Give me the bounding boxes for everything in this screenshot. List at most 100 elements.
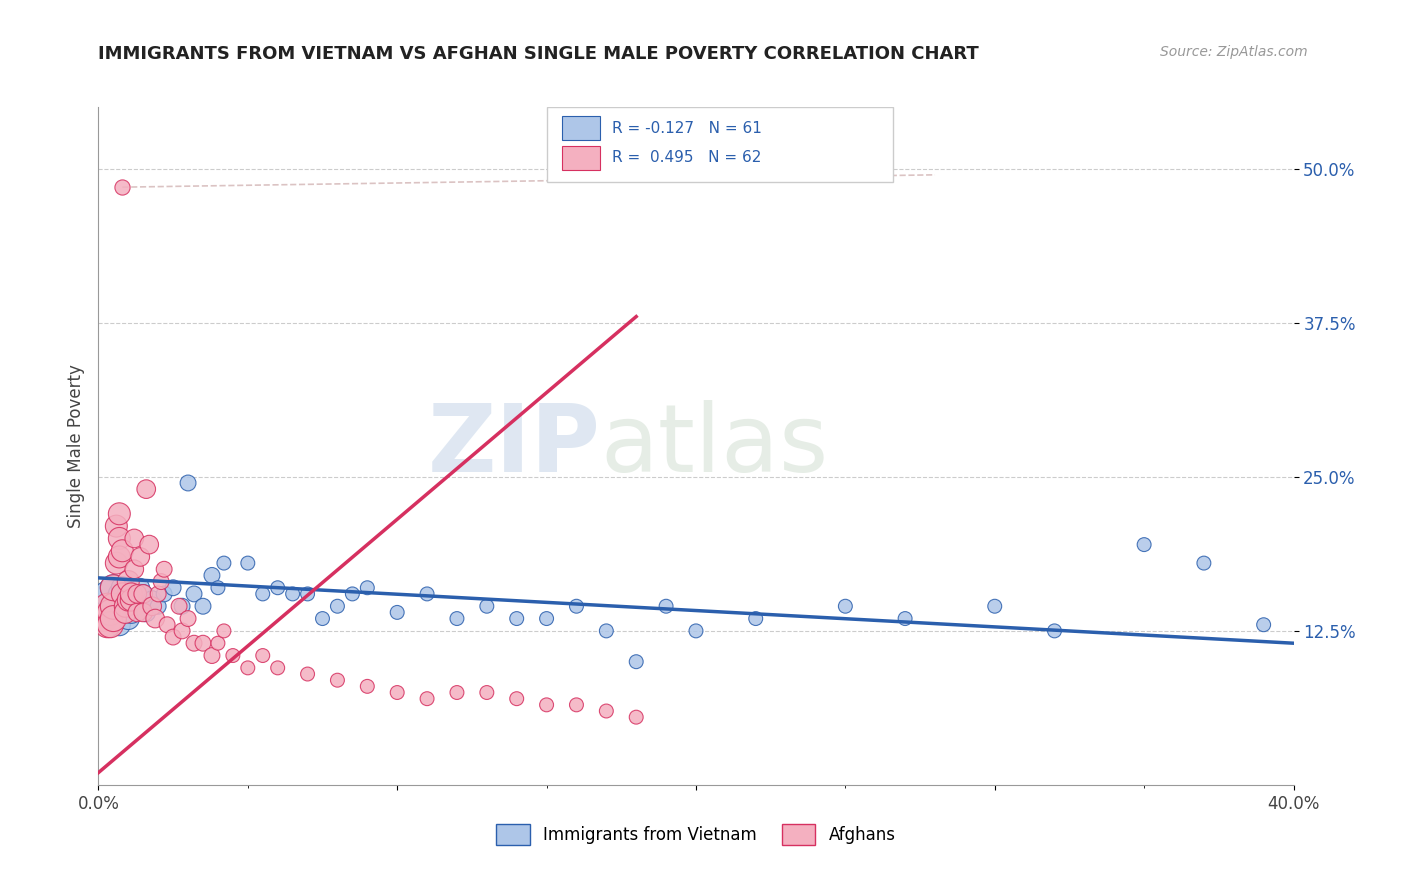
Point <box>356 581 378 595</box>
Point <box>212 624 235 638</box>
Point <box>129 581 152 595</box>
FancyBboxPatch shape <box>547 107 893 182</box>
Point <box>536 611 558 625</box>
Point <box>111 543 134 558</box>
Point <box>103 611 125 625</box>
Point <box>111 587 134 601</box>
Text: R =  0.495   N = 62: R = 0.495 N = 62 <box>613 151 762 165</box>
Point <box>177 475 200 490</box>
Point <box>127 587 149 601</box>
Point <box>90 611 112 625</box>
Text: atlas: atlas <box>600 400 828 492</box>
Point <box>153 562 176 576</box>
Point <box>201 648 224 663</box>
Point <box>103 599 125 614</box>
Point <box>297 587 319 601</box>
Point <box>281 587 304 601</box>
Point <box>385 685 409 699</box>
Bar <box>562 116 600 140</box>
Point <box>111 180 134 194</box>
Point <box>326 673 349 688</box>
Point <box>117 593 139 607</box>
Point <box>655 599 678 614</box>
Point <box>96 617 118 632</box>
Point <box>132 599 155 614</box>
Point <box>114 593 136 607</box>
Point <box>685 624 707 638</box>
Point <box>183 587 205 601</box>
Point <box>103 581 125 595</box>
Point <box>297 667 319 681</box>
Point <box>201 568 224 582</box>
Point <box>98 606 122 620</box>
Point <box>356 679 378 693</box>
Point <box>595 704 617 718</box>
Point <box>120 606 142 620</box>
Point <box>135 482 157 496</box>
Point <box>236 556 259 570</box>
Point <box>212 556 235 570</box>
Point <box>267 581 290 595</box>
Point <box>108 617 131 632</box>
Point <box>103 611 125 625</box>
Point <box>129 549 152 564</box>
Point <box>1043 624 1066 638</box>
Point <box>745 611 768 625</box>
Point <box>565 698 588 712</box>
Point <box>506 611 529 625</box>
Point <box>183 636 205 650</box>
Text: IMMIGRANTS FROM VIETNAM VS AFGHAN SINGLE MALE POVERTY CORRELATION CHART: IMMIGRANTS FROM VIETNAM VS AFGHAN SINGLE… <box>98 45 979 62</box>
Point <box>446 685 468 699</box>
Point <box>236 661 259 675</box>
Point <box>114 606 136 620</box>
Point <box>127 606 149 620</box>
Point <box>124 532 146 546</box>
Point <box>124 587 146 601</box>
Point <box>326 599 349 614</box>
Point <box>132 587 155 601</box>
Point <box>536 698 558 712</box>
Point <box>267 661 290 675</box>
Point <box>114 599 136 614</box>
Point <box>1133 538 1156 552</box>
Point <box>416 691 439 706</box>
Point <box>222 648 245 663</box>
Point <box>1253 617 1275 632</box>
Point <box>207 581 229 595</box>
Point <box>96 587 118 601</box>
Point <box>108 549 131 564</box>
Point <box>117 611 139 625</box>
Point <box>148 587 170 601</box>
Point <box>148 599 170 614</box>
Y-axis label: Single Male Poverty: Single Male Poverty <box>66 364 84 528</box>
Point <box>475 685 498 699</box>
Point <box>626 710 648 724</box>
Point <box>117 574 139 589</box>
Point <box>108 587 131 601</box>
Point <box>207 636 229 650</box>
Point <box>132 606 155 620</box>
Point <box>117 587 139 601</box>
Point <box>105 593 128 607</box>
Text: ZIP: ZIP <box>427 400 600 492</box>
Text: Source: ZipAtlas.com: Source: ZipAtlas.com <box>1160 45 1308 59</box>
Point <box>342 587 364 601</box>
Point <box>191 636 214 650</box>
Point <box>96 599 118 614</box>
Point <box>98 617 122 632</box>
Point <box>252 587 274 601</box>
Point <box>111 599 134 614</box>
Point <box>93 611 115 625</box>
Point <box>595 624 617 638</box>
Point <box>162 630 184 644</box>
Point <box>127 593 149 607</box>
Point <box>108 507 131 521</box>
Point <box>172 599 194 614</box>
Point <box>143 611 166 625</box>
Point <box>311 611 333 625</box>
Point <box>446 611 468 625</box>
Point <box>120 593 142 607</box>
Point <box>167 599 190 614</box>
Point <box>141 593 163 607</box>
Point <box>138 538 160 552</box>
